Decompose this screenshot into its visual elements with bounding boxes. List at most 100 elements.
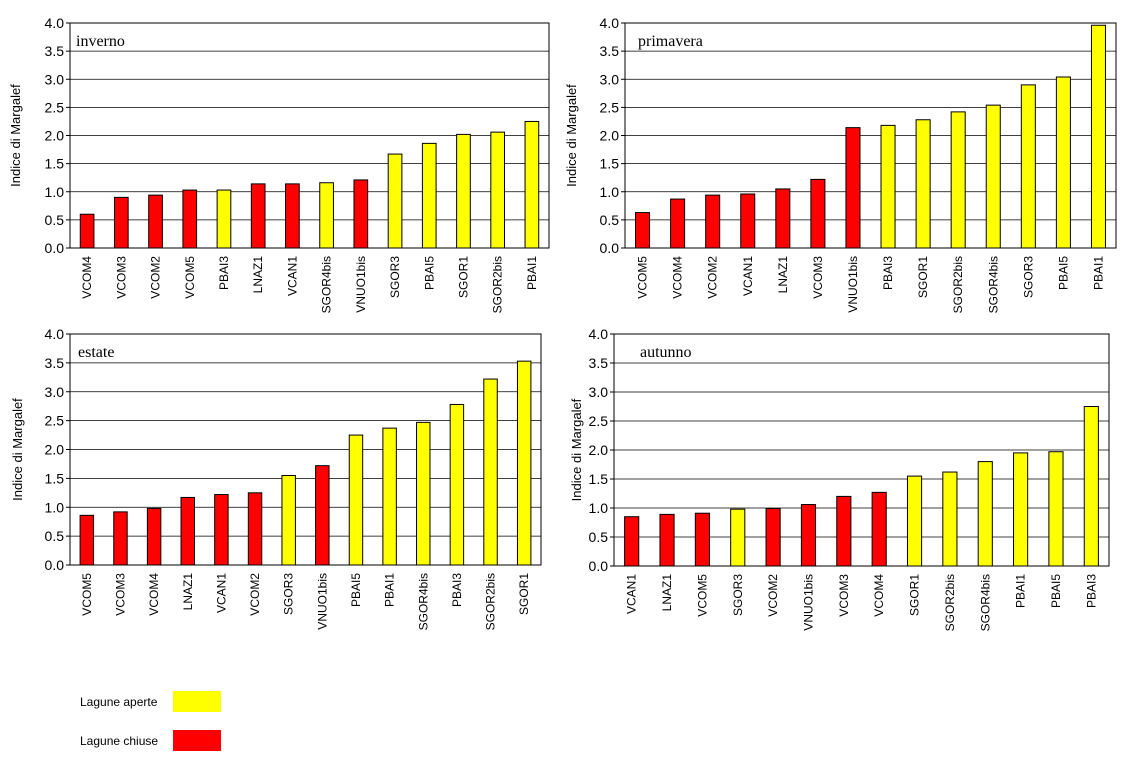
bar-VCOM2	[705, 194, 721, 249]
bar-PBAI3	[216, 189, 232, 249]
bar-PBAI3	[880, 124, 896, 249]
x-tick-label: SGOR3	[1021, 256, 1035, 298]
chart-panel-autunno: 0.0 0.5 1.0 1.5 2.0 2.5 3.0 3.5 4.0 VCAN1 LNAZ1 VCO…	[569, 326, 1110, 631]
bar-VCOM5	[182, 189, 198, 249]
bar-SGOR1	[915, 119, 931, 249]
bar-LNAZ1	[775, 188, 791, 249]
bar-PBAI5	[1055, 76, 1071, 249]
bar-PBAI1	[524, 120, 540, 249]
y-tick-label: 3.0	[45, 384, 65, 400]
bar-VCAN1	[214, 494, 229, 566]
y-tick-label: 3.0	[600, 71, 620, 87]
y-tick-label: 1.0	[589, 500, 609, 516]
bar-PBAI1	[382, 427, 397, 566]
y-tick-label: 0.0	[45, 557, 65, 573]
legend-swatch-closed	[173, 730, 221, 751]
y-tick-label: 2.0	[600, 128, 620, 144]
x-tick-label: VNUO1bis	[801, 574, 815, 631]
x-tick-label: PBAI3	[217, 256, 231, 290]
bar-LNAZ1	[250, 183, 266, 249]
x-tick-label: VCOM2	[706, 256, 720, 299]
y-tick-label: 1.5	[600, 156, 620, 172]
x-tick-label: VCOM3	[113, 573, 127, 616]
x-tick-label: SGOR3	[731, 574, 745, 616]
y-tick-label: 1.5	[45, 470, 65, 486]
bar-VCAN1	[740, 193, 756, 249]
y-tick-label: 0.0	[600, 240, 620, 256]
bar-VCOM5	[694, 512, 710, 567]
bar-VNUO1bis	[800, 504, 817, 567]
x-tick-label: PBAI1	[1014, 574, 1028, 608]
x-tick-label: SGOR2bis	[484, 573, 498, 630]
x-tick-label: SGOR1	[916, 256, 930, 298]
x-tick-label: VCOM4	[80, 256, 94, 299]
bar-VCOM4	[871, 491, 887, 567]
y-tick-label: 1.5	[589, 471, 609, 487]
y-tick-label: 3.0	[45, 71, 65, 87]
x-tick-label: SGOR4bis	[416, 573, 430, 630]
bar-PBAI1	[1013, 452, 1029, 567]
bar-VCOM2	[247, 492, 263, 566]
bar-SGOR2bis	[950, 111, 966, 249]
y-tick-label: 1.5	[45, 156, 65, 172]
chart-title: primavera	[638, 33, 703, 50]
chart-panel-primavera: 0.0 0.5 1.0 1.5 2.0 2.5 3.0 3.5 4.0 VCOM5 VCOM4 VCO…	[564, 15, 1117, 313]
x-tick-label: PBAI1	[525, 256, 539, 290]
x-tick-label: VCAN1	[741, 256, 755, 296]
y-tick-label: 4.0	[45, 15, 65, 31]
bar-SGOR2bis	[483, 378, 498, 566]
bar-VCOM3	[810, 178, 826, 249]
chart-panel-inverno: 0.0 0.5 1.0 1.5 2.0 2.5 3.0 3.5 4.0 VCOM4 VCOM3 VCO…	[8, 15, 550, 313]
y-tick-label: 4.0	[600, 15, 620, 31]
y-tick-label: 2.0	[589, 442, 609, 458]
y-tick-label: 2.5	[600, 99, 620, 115]
bar-SGOR3	[730, 508, 746, 567]
bar-SGOR3	[281, 474, 296, 566]
y-tick-label: 2.5	[45, 413, 65, 429]
x-tick-label: LNAZ1	[776, 256, 790, 294]
x-tick-label: VCOM4	[872, 574, 886, 617]
x-tick-label: VCOM4	[147, 573, 161, 616]
bar-SGOR1	[516, 360, 532, 566]
bar-VCAN1	[624, 516, 640, 567]
bar-VCOM4	[146, 507, 162, 566]
y-tick-label: 0.5	[45, 212, 65, 228]
bar-VCOM3	[113, 511, 128, 566]
plot-frame	[69, 22, 550, 249]
x-tick-label: VCOM3	[837, 574, 851, 617]
chart-title: autunno	[640, 344, 692, 361]
x-tick-label: PBAI5	[349, 573, 363, 607]
x-tick-label: PBAI3	[450, 573, 464, 607]
y-tick-label: 1.0	[45, 499, 65, 515]
x-tick-label: PBAI5	[1056, 256, 1070, 290]
x-tick-label: VNUO1bis	[354, 256, 368, 313]
y-tick-label: 2.0	[45, 442, 65, 458]
x-tick-label: VCOM3	[114, 256, 128, 299]
bar-PBAI3	[1083, 406, 1099, 567]
bar-SGOR4bis	[977, 461, 993, 567]
x-tick-label: PBAI3	[881, 256, 895, 290]
y-tick-label: 2.0	[45, 128, 65, 144]
y-tick-label: 3.5	[600, 43, 620, 59]
x-tick-label: VCOM5	[695, 574, 709, 617]
y-tick-label: 0.5	[600, 212, 620, 228]
plot-frame	[624, 22, 1117, 249]
x-tick-label: SGOR3	[388, 256, 402, 298]
bar-SGOR1	[456, 133, 471, 249]
y-tick-label: 0.0	[589, 558, 609, 574]
bar-VCOM3	[836, 495, 852, 567]
x-tick-label: VCAN1	[214, 573, 228, 613]
plot-frame	[69, 333, 542, 566]
x-tick-label: VNUO1bis	[315, 573, 329, 630]
y-tick-label: 1.0	[45, 184, 65, 200]
x-tick-label: LNAZ1	[660, 574, 674, 612]
bar-VCOM2	[765, 508, 781, 567]
y-tick-label: 3.0	[589, 384, 609, 400]
bar-SGOR3	[387, 153, 403, 249]
bar-SGOR4bis	[319, 182, 334, 249]
x-tick-label: VCOM2	[248, 573, 262, 616]
chart-title: inverno	[76, 33, 125, 50]
y-tick-label: 2.5	[45, 99, 65, 115]
bar-PBAI5	[348, 434, 364, 566]
